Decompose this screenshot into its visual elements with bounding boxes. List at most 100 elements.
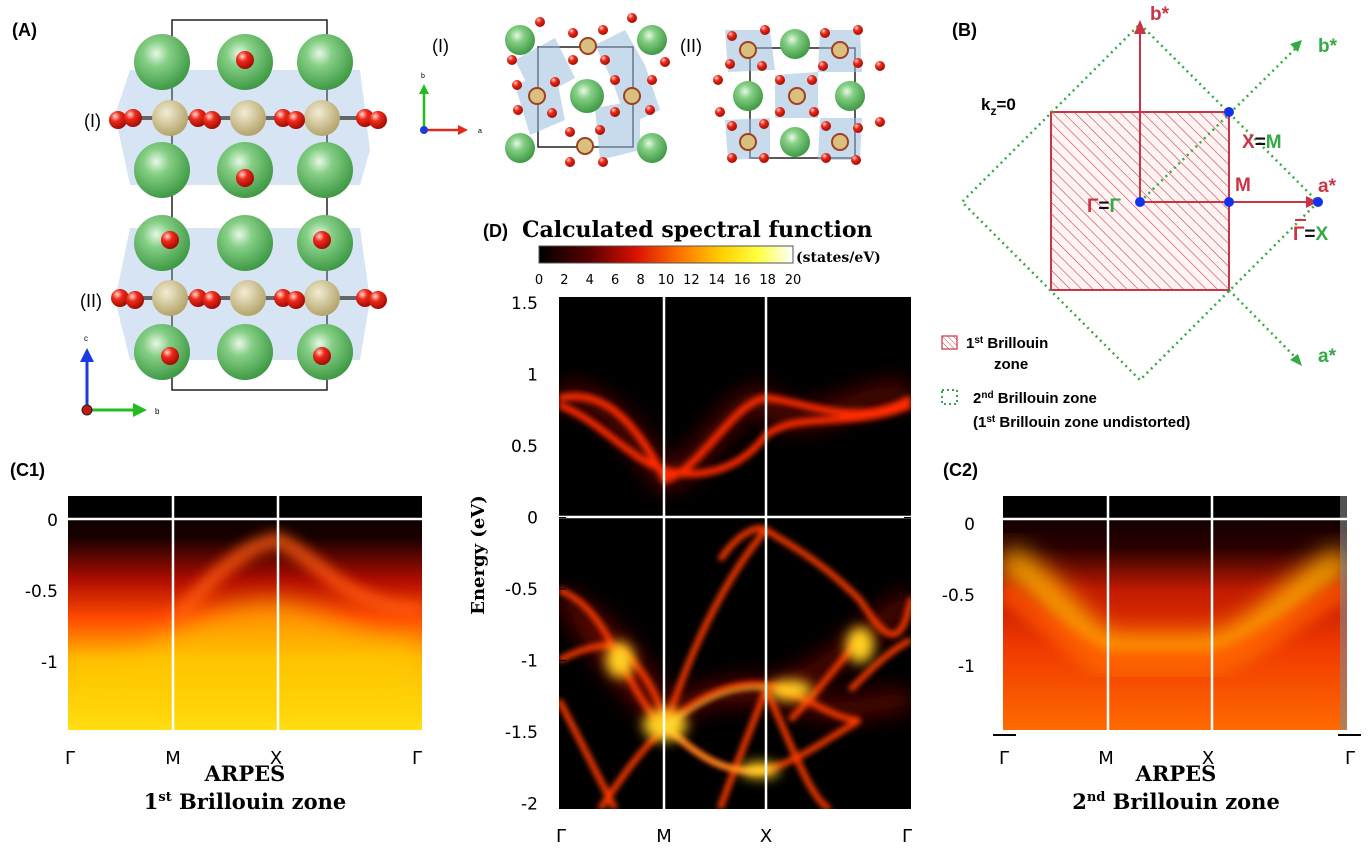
panel-b-brillouin: (B) kz=0 b* b* a* a* X=M M Γ=Γ Γ=X 1st B: [941, 4, 1338, 431]
colorbar-ticks: 0 2 4 6 8 10 12 14 16 18 20: [535, 273, 801, 288]
c2-xtick-label: Γ: [999, 748, 1009, 769]
colorbar: [538, 245, 794, 264]
panel-b-tag: (B): [952, 20, 977, 40]
top-view-i: [505, 13, 670, 167]
panel-d-xtick-label: Γ: [902, 826, 912, 847]
c1-xtick-label: Γ: [412, 748, 422, 769]
a-star-red: a*: [1318, 176, 1337, 197]
panel-c2-tag: (C2): [943, 460, 978, 480]
c2-xtick-label: M: [1098, 748, 1114, 769]
legend-second-bz-line2: (1st Brillouin zone undistorted): [973, 414, 1190, 431]
x-point: [1224, 107, 1234, 117]
panel-d-xtick-label: X: [760, 826, 772, 847]
c1-caption-line1: ARPES: [204, 761, 286, 786]
axis-b-label: b: [155, 407, 160, 416]
c1-xtick-label: Γ: [65, 748, 75, 769]
colorbar-tick-label: 6: [611, 273, 619, 288]
c2-caption-line2: 2nd Brillouin zone: [1072, 789, 1280, 814]
panel-d-ytick-label: 0.5: [511, 437, 538, 457]
top-view-i-label: (I): [432, 36, 449, 56]
a-star-green: a*: [1318, 346, 1337, 367]
c1-yticks: 0 -0.5 -1: [25, 511, 58, 673]
gammabar-point: [1313, 197, 1323, 207]
panel-d-yticks: 1.5 1 0.5 0 -0.5 -1 -1.5 -2: [505, 294, 911, 815]
panel-a-tag: (A): [12, 20, 37, 40]
panel-d-ytick-label: 0: [527, 509, 538, 529]
panel-d-ytick-label: 1.5: [511, 294, 538, 314]
panel-d-title: Calculated spectral function: [522, 217, 873, 243]
panel-d-ytick-label: -2: [521, 795, 538, 815]
axis-triad-top: b a: [419, 73, 482, 135]
m-red-label: M: [1235, 175, 1251, 196]
colorbar-tick-label: 20: [785, 273, 802, 288]
axis-c-label: c: [84, 334, 88, 343]
legend-second-bz-label: 2nd Brillouin zone: [973, 390, 1097, 407]
c1-ytick-label: -1: [41, 653, 58, 673]
panel-d-xtick-label: Γ: [556, 826, 566, 847]
c1-caption-line2: 1st Brillouin zone: [144, 789, 346, 814]
c1-ytick-label: 0: [47, 511, 58, 531]
colorbar-tick-label: 16: [734, 273, 751, 288]
layer-ii-label: (II): [80, 291, 102, 311]
legend-first-bz-line2: zone: [994, 356, 1028, 373]
gamma-equals-gamma-label: Γ=Γ: [1087, 196, 1122, 217]
layer-i-label: (I): [84, 111, 101, 131]
panel-d-xtick-label: M: [656, 826, 672, 847]
panel-d-ytick-label: -1: [521, 652, 538, 672]
legend-first-bz-label: 1st Brillouin: [966, 335, 1048, 352]
panel-c2-arpes: (C2) 0 -0.5 -1 Γ M X Γ ARPES 2nd Brillouin zo…: [942, 460, 1361, 814]
legend-second-bz-swatch: [941, 389, 958, 405]
panel-d-tag: (D): [483, 221, 508, 241]
gammabar-equals-x-label: Γ=X: [1293, 224, 1329, 245]
colorbar-tick-label: 14: [709, 273, 726, 288]
top-view-ii: [713, 25, 885, 165]
colorbar-tick-label: 18: [759, 273, 776, 288]
top-axis-a-label: a: [478, 128, 482, 135]
spectral-bands: [559, 384, 911, 809]
panel-d-ytick-label: -1.5: [505, 723, 538, 743]
kz-label: kz=0: [981, 95, 1016, 118]
spectral-heatmap: [559, 297, 911, 809]
c2-caption-line1: ARPES: [1135, 761, 1217, 786]
panel-a-crystal: (A): [12, 19, 387, 417]
panel-c1-arpes: (C1) 0 -0.5 -1 Γ M X Γ ARPES 1st Brillouin zo…: [10, 460, 422, 814]
colorbar-tick-label: 10: [658, 273, 675, 288]
panel-d-ytick-label: -0.5: [505, 580, 538, 600]
colorbar-tick-label: 12: [683, 273, 700, 288]
layer-ii-atoms: [111, 215, 387, 380]
c2-xtick-label: Γ: [1345, 748, 1355, 769]
c1-ytick-label: -0.5: [25, 582, 58, 602]
colorbar-tick-label: 4: [586, 273, 594, 288]
colorbar-tick-label: 2: [560, 273, 568, 288]
unit-cell-frame: [171, 19, 328, 391]
layer-i-atoms: [109, 34, 387, 198]
b-star-red: b*: [1150, 4, 1170, 25]
panel-c1-tag: (C1): [10, 460, 45, 480]
top-view-ii-label: (II): [680, 36, 702, 56]
c1-xtick-label: X: [270, 748, 282, 769]
colorbar-unit: (states/eV): [796, 250, 881, 266]
colorbar-tick-label: 0: [535, 273, 543, 288]
axis-triad-a: c b: [80, 334, 160, 417]
x-equals-m-label: X=M: [1242, 132, 1282, 153]
colorbar-tick-label: 8: [636, 273, 644, 288]
c2-yticks: 0 -0.5 -1: [942, 515, 975, 677]
top-axis-b-label: b: [421, 73, 425, 80]
b-star-green: b*: [1318, 36, 1338, 57]
panel-d-spectral: (D) Calculated spectral function (states…: [468, 217, 912, 847]
legend-first-bz-swatch: [941, 335, 958, 350]
c1-xtick-label: M: [165, 748, 181, 769]
c2-xtick-label: X: [1202, 748, 1214, 769]
gamma-point: [1135, 197, 1145, 207]
c2-ytick-label: 0: [964, 515, 975, 535]
panel-d-ytick-label: 1: [527, 366, 538, 386]
c2-ytick-label: -0.5: [942, 586, 975, 606]
top-view-structures: (I) (II) b a: [419, 13, 885, 167]
m-point: [1224, 197, 1234, 207]
panel-d-ylabel: Energy (eV): [468, 495, 489, 615]
c2-ytick-label: -1: [958, 657, 975, 677]
